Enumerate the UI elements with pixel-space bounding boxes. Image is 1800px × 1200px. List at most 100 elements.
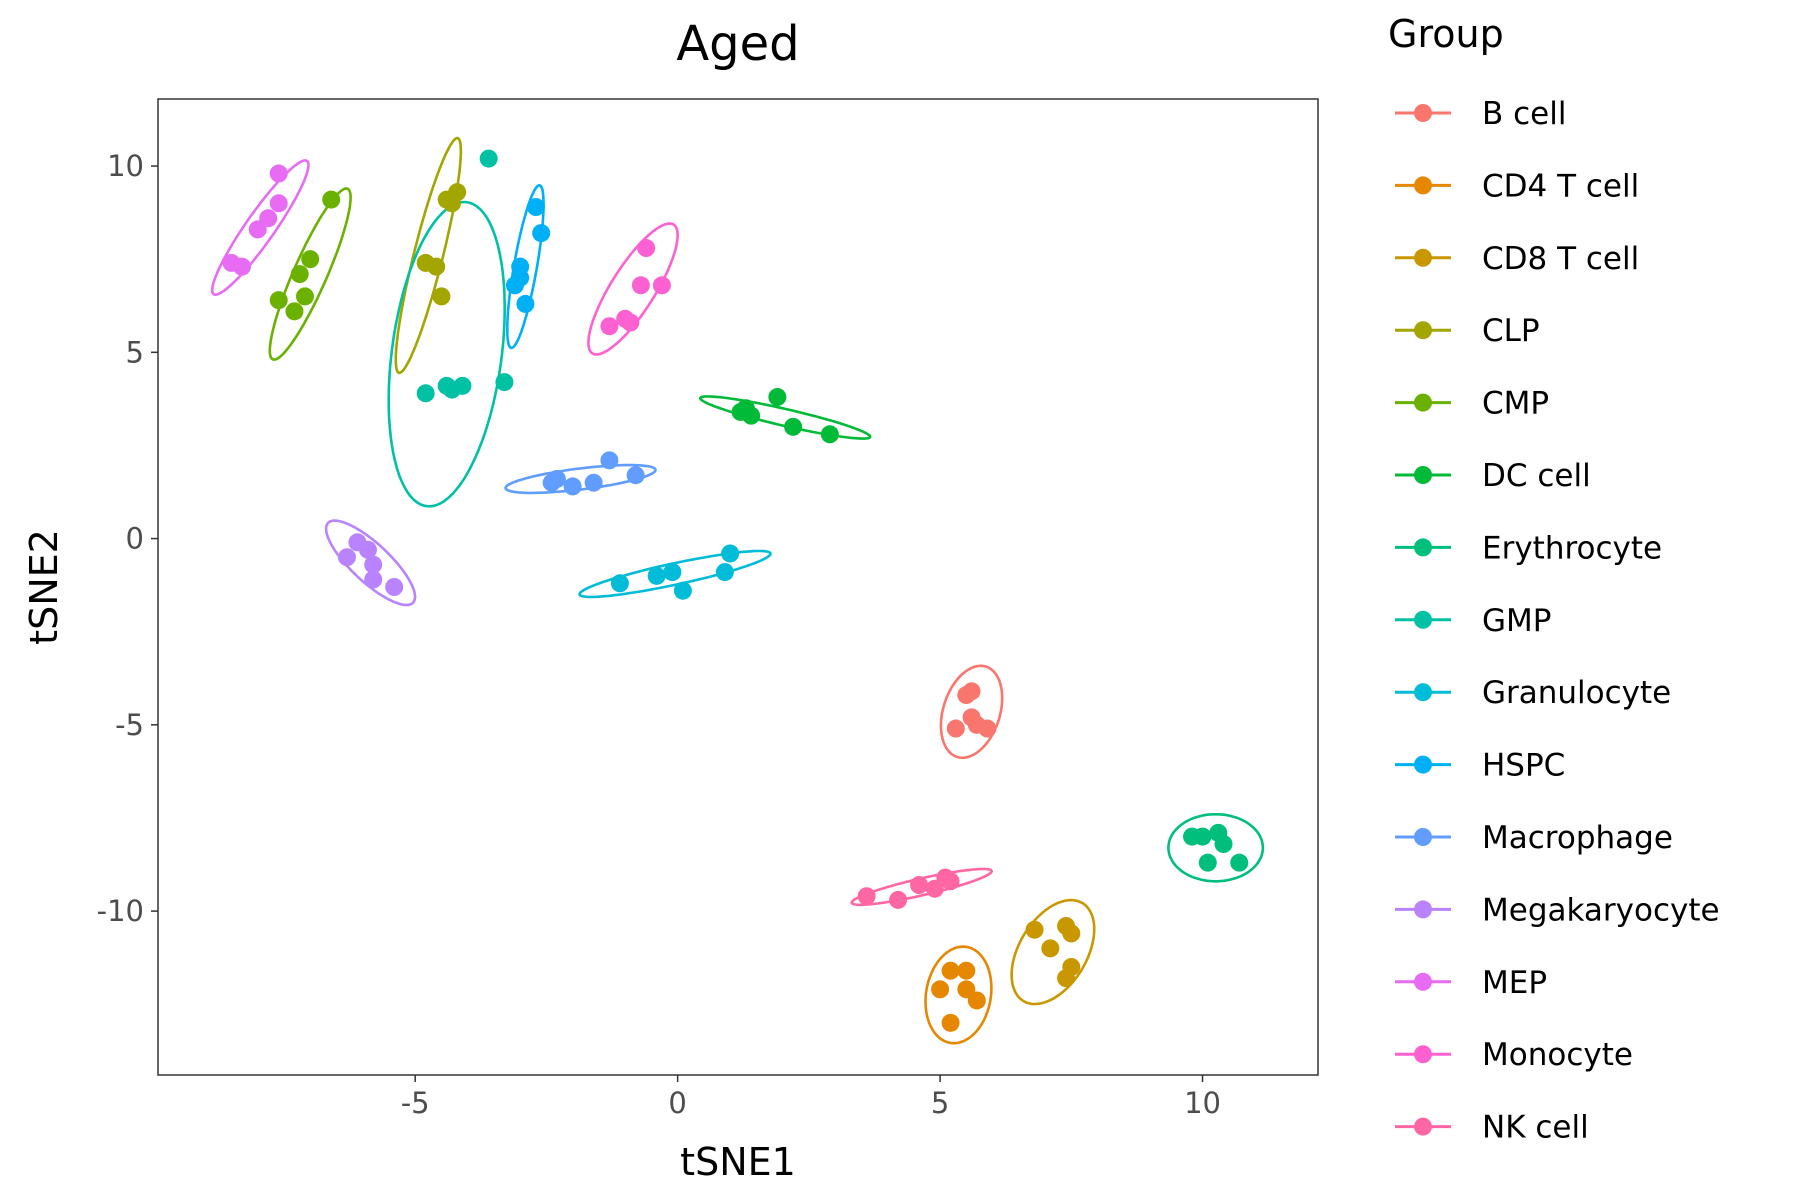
legend-item-megakaryocyte: Megakaryocyte (1395, 892, 1720, 928)
point-monocyte (600, 317, 619, 336)
point-cmp (301, 250, 320, 269)
legend-label: CD4 T cell (1482, 168, 1639, 204)
point-hspc (532, 224, 551, 243)
point-monocyte (637, 239, 656, 258)
plot-panel (157, 98, 1319, 1076)
y-axis: -10 -5 0 5 10 (97, 149, 158, 928)
legend-key-point (1414, 104, 1432, 122)
point-megakaryocyte (385, 578, 404, 596)
point-monocyte (621, 313, 640, 332)
point-monocyte (652, 276, 671, 295)
point-monocyte (631, 276, 650, 295)
point-megakaryocyte (358, 540, 377, 559)
point-erythrocyte (1230, 853, 1249, 872)
point-granulocyte (647, 566, 666, 585)
x-tick-label: 5 (931, 1086, 949, 1120)
legend-item-cd8-t-cell: CD8 T cell (1395, 241, 1639, 277)
legend-item-nk-cell: NK cell (1395, 1110, 1589, 1146)
point-dc-cell (784, 417, 803, 436)
point-cd8-t-cell (1062, 924, 1081, 943)
point-mep (248, 220, 267, 239)
legend-label: B cell (1482, 96, 1566, 132)
legend-item-hspc: HSPC (1395, 748, 1565, 784)
legend-key-point (1414, 972, 1432, 991)
ellipse-b-cell (939, 664, 1004, 760)
point-cd8-t-cell (1057, 969, 1076, 988)
ellipse-cmp (268, 187, 352, 361)
legend-item-b-cell: B cell (1395, 96, 1566, 132)
legend-item-cmp: CMP (1395, 386, 1549, 422)
legend-item-erythrocyte: Erythrocyte (1395, 530, 1662, 566)
legend-key-point (1414, 1045, 1432, 1064)
x-tick-label: -5 (401, 1086, 430, 1120)
ellipse-cd8-t-cell (1010, 898, 1096, 1006)
point-macrophage (584, 473, 603, 492)
point-erythrocyte (1198, 853, 1217, 872)
legend-title: Group (1388, 12, 1504, 56)
ellipse-gmp (387, 200, 507, 508)
legend-key-point (1414, 828, 1432, 846)
point-dc-cell (820, 425, 839, 444)
legend-label: DC cell (1482, 458, 1591, 494)
legend-label: CLP (1482, 313, 1540, 349)
point-cd4-t-cell (941, 1013, 960, 1032)
x-tick-label: 10 (1184, 1086, 1221, 1120)
legend-label: MEP (1482, 965, 1547, 1001)
point-b-cell (978, 719, 997, 738)
point-clp (427, 257, 446, 276)
point-dc-cell (736, 399, 755, 418)
ellipse-erythrocyte (1167, 813, 1265, 883)
legend-item-granulocyte: Granulocyte (1395, 675, 1671, 711)
legend-key-point (1414, 1117, 1432, 1136)
point-granulocyte (715, 563, 734, 582)
point-cmp (269, 291, 288, 310)
point-nk-cell (889, 890, 908, 909)
legend-item-cd4-t-cell: CD4 T cell (1395, 168, 1639, 204)
point-nk-cell (941, 872, 960, 891)
ellipse-megakaryocyte (324, 519, 417, 607)
legend-item-monocyte: Monocyte (1395, 1037, 1633, 1073)
legend-item-dc-cell: DC cell (1395, 458, 1591, 494)
point-dc-cell (768, 388, 787, 407)
point-b-cell (957, 686, 976, 705)
point-gmp (495, 373, 514, 392)
legend-label: Granulocyte (1482, 675, 1671, 711)
legend-key-point (1414, 176, 1432, 195)
x-tick-label: 0 (668, 1086, 686, 1120)
legend-label: Macrophage (1482, 820, 1673, 856)
ellipse-nk-cell (850, 867, 994, 907)
legend-label: NK cell (1482, 1110, 1589, 1146)
legend: B cell CD4 T cell CD8 T cell CLP CMP DC cell E… (1395, 96, 1720, 1146)
point-mep (269, 194, 288, 213)
point-granulocyte (610, 574, 629, 593)
chart-title: Aged (676, 16, 799, 72)
legend-label: Megakaryocyte (1482, 892, 1720, 928)
point-erythrocyte (1214, 835, 1233, 854)
point-b-cell (946, 719, 965, 738)
legend-label: CMP (1482, 386, 1549, 422)
point-macrophage (563, 477, 582, 496)
legend-key-point (1414, 538, 1432, 557)
point-cd8-t-cell (1025, 920, 1044, 939)
legend-key-point (1414, 393, 1432, 412)
legend-key-point (1414, 900, 1432, 919)
point-mep (232, 257, 251, 276)
y-tick-label: -5 (115, 708, 144, 742)
legend-key-point (1414, 248, 1432, 267)
legend-key-point (1414, 466, 1432, 484)
point-granulocyte (673, 581, 692, 600)
point-gmp (479, 149, 498, 168)
point-layer (222, 149, 1249, 1032)
legend-label: CD8 T cell (1482, 241, 1639, 277)
y-tick-label: -10 (97, 894, 144, 928)
y-axis-title: tSNE2 (22, 529, 66, 645)
legend-item-gmp: GMP (1395, 603, 1551, 639)
point-hspc (526, 198, 545, 217)
point-granulocyte (663, 563, 682, 582)
point-hspc (505, 276, 524, 295)
legend-label: HSPC (1482, 748, 1565, 784)
point-erythrocyte (1193, 827, 1212, 846)
legend-key-point (1414, 755, 1432, 774)
ellipse-cd4-t-cell (924, 945, 993, 1045)
